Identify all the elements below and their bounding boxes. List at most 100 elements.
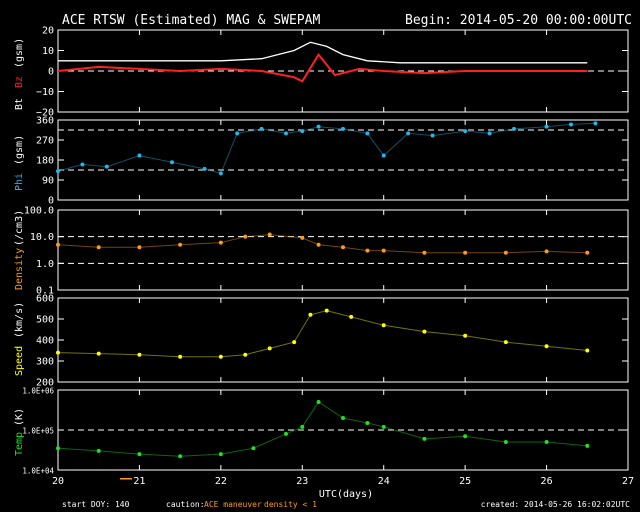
phi-data-point bbox=[104, 164, 109, 169]
temp-data-point bbox=[300, 424, 305, 429]
ylabel-phi-unit: (gsm) bbox=[14, 135, 25, 165]
density-data-point bbox=[585, 250, 590, 255]
speed-data-point bbox=[292, 340, 297, 345]
phi-data-point bbox=[80, 162, 85, 167]
panel-frame-phi bbox=[57, 119, 629, 201]
chart-title: ACE RTSW (Estimated) MAG & SWEPAM bbox=[62, 13, 320, 28]
phi-data-point bbox=[365, 131, 370, 136]
ylabel-speed: Speed bbox=[14, 346, 25, 376]
phi-data-point bbox=[300, 129, 305, 134]
y-tick-label-mag: 10 bbox=[42, 46, 54, 57]
phi-trace bbox=[57, 122, 596, 174]
temp-data-point bbox=[284, 431, 288, 436]
created-time: created: 2014-05-26 16:02:02UTC bbox=[481, 500, 630, 509]
speed-trace bbox=[57, 310, 588, 358]
temp-data-point bbox=[503, 440, 508, 445]
ylabel-density: Density bbox=[14, 248, 25, 290]
phi-data-point bbox=[284, 131, 288, 136]
y-tick-label-speed: 500 bbox=[36, 315, 54, 326]
phi-data-point bbox=[259, 126, 264, 131]
temp-data-point bbox=[218, 452, 223, 457]
y-tick-label-mag: −10 bbox=[36, 87, 54, 98]
x-tick-label: 26 bbox=[541, 476, 553, 487]
speed-data-point bbox=[137, 352, 142, 357]
series-bz-line bbox=[57, 52, 588, 83]
y-tick-label-speed: 400 bbox=[36, 336, 54, 347]
speed-data-point bbox=[544, 344, 549, 349]
y-tick-label-speed: 300 bbox=[36, 357, 54, 368]
phi-data-point bbox=[235, 131, 240, 136]
phi-data-point bbox=[316, 124, 321, 129]
caution-label: caution: bbox=[166, 500, 205, 509]
speed-data-point bbox=[96, 351, 101, 356]
speed-data-point bbox=[178, 354, 183, 359]
ylabel-bz: Bz bbox=[14, 76, 25, 88]
y-tick-label-speed: 200 bbox=[36, 378, 54, 389]
ylabel-bt: Bt bbox=[14, 98, 25, 110]
phi-data-point bbox=[430, 133, 435, 138]
temp-data-point bbox=[56, 446, 60, 451]
ylabel-temp: Temp bbox=[14, 432, 25, 456]
x-tick-label: 22 bbox=[215, 476, 227, 487]
speed-data-point bbox=[308, 312, 313, 317]
y-tick-label-phi: 270 bbox=[36, 136, 54, 147]
density-data-point bbox=[381, 248, 386, 253]
temp-trace bbox=[57, 401, 588, 457]
speed-data-point bbox=[267, 346, 272, 351]
ylabel-mag-unit: (gsm) bbox=[14, 38, 25, 68]
speed-data-point bbox=[503, 340, 508, 345]
density-data-point bbox=[218, 240, 223, 245]
temp-data-point bbox=[585, 443, 590, 448]
y-tick-label-density: 1.0 bbox=[36, 259, 54, 270]
speed-data-point bbox=[463, 333, 468, 338]
density-data-point bbox=[137, 245, 142, 250]
x-tick-label: 24 bbox=[378, 476, 390, 487]
temp-data-point bbox=[422, 436, 427, 441]
ylabel-temp-unit: (K) bbox=[14, 408, 25, 426]
phi-data-point bbox=[544, 124, 549, 129]
speed-data-point bbox=[349, 314, 354, 319]
y-tick-label-temp: 1.0E+05 bbox=[22, 427, 54, 436]
phi-data-point bbox=[202, 166, 207, 171]
temp-data-point bbox=[341, 415, 345, 420]
begin-time: Begin: 2014-05-20 00:00:00UTC bbox=[405, 13, 632, 28]
y-tick-label-mag: 20 bbox=[42, 26, 54, 37]
temp-data-point bbox=[251, 446, 256, 451]
phi-data-point bbox=[463, 129, 468, 134]
y-tick-label-phi: 180 bbox=[36, 156, 54, 167]
phi-data-point bbox=[487, 131, 492, 136]
y-tick-label-density: 100.0 bbox=[24, 206, 54, 217]
temp-data-point bbox=[365, 420, 370, 425]
speed-data-point bbox=[218, 354, 223, 359]
density-trace bbox=[57, 234, 588, 254]
phi-data-point bbox=[569, 122, 573, 127]
density-data-point bbox=[365, 248, 370, 253]
speed-data-point bbox=[585, 348, 590, 353]
x-tick-label: 20 bbox=[52, 476, 64, 487]
speed-data-point bbox=[243, 352, 248, 357]
density-data-point bbox=[300, 235, 305, 240]
temp-data-point bbox=[381, 424, 386, 429]
temp-data-point bbox=[463, 434, 468, 439]
temp-data-point bbox=[96, 448, 101, 453]
temp-data-point bbox=[137, 452, 142, 457]
phi-data-point bbox=[406, 131, 411, 136]
x-tick-label: 25 bbox=[459, 476, 471, 487]
phi-data-point bbox=[341, 126, 345, 131]
x-axis-label: UTC(days) bbox=[319, 489, 373, 500]
temp-data-point bbox=[178, 454, 183, 459]
speed-data-point bbox=[381, 323, 386, 328]
y-tick-label-phi: 90 bbox=[42, 176, 54, 187]
maneuver-note: ACE maneuver bbox=[204, 500, 262, 509]
density-data-point bbox=[463, 250, 468, 255]
temp-data-point bbox=[316, 400, 321, 405]
x-tick-label: 23 bbox=[296, 476, 308, 487]
temp-data-point bbox=[544, 440, 549, 445]
y-tick-label-phi: 0 bbox=[48, 196, 54, 207]
y-tick-label-mag: 0 bbox=[48, 67, 54, 78]
y-tick-label-mag: −20 bbox=[36, 108, 54, 119]
density-data-point bbox=[243, 234, 248, 239]
density-data-point bbox=[267, 232, 272, 237]
phi-data-point bbox=[593, 121, 598, 126]
phi-data-point bbox=[218, 171, 223, 176]
